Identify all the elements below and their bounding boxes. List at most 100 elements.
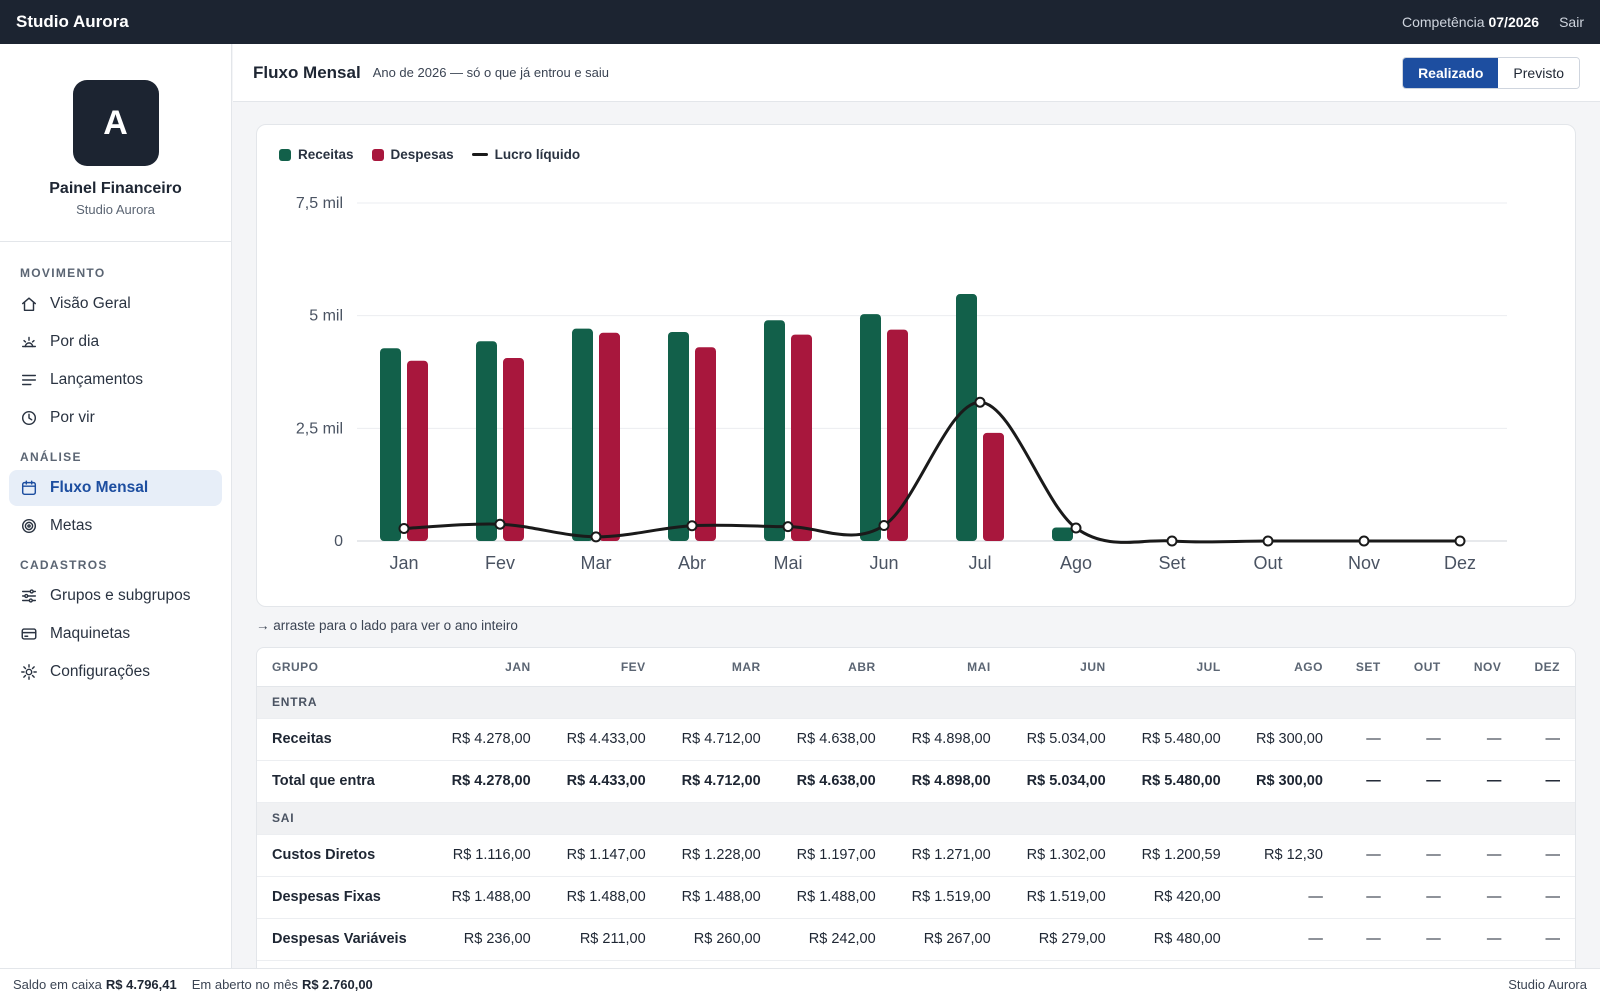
- table-cell: R$ 1.302,00: [1005, 834, 1121, 877]
- legend-swatch-despesas: [371, 148, 384, 161]
- point-lucro-liquido: [1070, 522, 1082, 534]
- x-tick-label: Mar: [581, 553, 612, 573]
- table-cell: —: [1455, 834, 1517, 877]
- legend-swatch-receitas: [279, 148, 291, 161]
- table-section-label: SAI: [257, 802, 1575, 835]
- top-right: Competência 07/2026 Sair: [1402, 14, 1584, 30]
- row-label: Total que entra: [257, 760, 431, 803]
- sidebar-item-visao-geral[interactable]: Visão Geral: [9, 286, 222, 322]
- toggle-realizado[interactable]: Realizado: [1403, 57, 1499, 88]
- list-icon: [21, 374, 37, 386]
- point-lucro-liquido: [878, 519, 890, 531]
- table-cell: R$ 279,00: [1005, 918, 1121, 961]
- logout-link[interactable]: Sair: [1559, 14, 1584, 30]
- table-cell: R$ 300,00: [1235, 760, 1338, 803]
- sidebar: A Painel Financeiro Studio Aurora MOVIME…: [0, 44, 232, 968]
- table-row[interactable]: Custos Diretos R$ 1.116,00 R$ 1.147,00 R$ 1…: [257, 834, 1575, 877]
- table-header-row: GRUPO JAN FEV MAR ABR MAI JUN JUL AGO SET OUT NOV DE…: [257, 648, 1575, 687]
- sidebar-item-maquinetas[interactable]: Maquinetas: [9, 616, 222, 652]
- table-cell: R$ 300,00: [1235, 718, 1338, 761]
- page-title: Fluxo Mensal: [253, 62, 361, 82]
- table-cell: R$ 480,00: [1120, 918, 1236, 961]
- legend-lucro[interactable]: Lucro líquido: [471, 147, 580, 162]
- point-lucro-liquido: [1454, 535, 1466, 547]
- table-cell: R$ 1.488,00: [775, 876, 891, 919]
- column-header: SET: [1337, 648, 1396, 687]
- scroll-hint: → arraste para o lado para ver o ano int…: [256, 618, 518, 633]
- open-label: Em aberto no mês: [191, 977, 298, 992]
- legend-receitas[interactable]: Receitas: [279, 147, 354, 162]
- line-lucro-liquido: [403, 400, 1460, 544]
- table-cell: R$ 4.712,00: [660, 718, 776, 761]
- x-tick-label: Out: [1253, 553, 1282, 573]
- table-cell: —: [1516, 760, 1575, 803]
- brand-name: Studio Aurora: [16, 12, 129, 31]
- bar-receitas: [668, 331, 689, 541]
- table-cell: R$ 4.712,00: [660, 760, 776, 803]
- table-cell: R$ 1.147,00: [545, 834, 661, 877]
- sidebar-item-label: Grupos e subgrupos: [50, 587, 191, 604]
- sidebar-item-metas[interactable]: Metas: [9, 508, 222, 544]
- column-header: JUL: [1120, 648, 1236, 687]
- point-lucro-liquido: [1358, 535, 1370, 547]
- bar-receitas: [572, 328, 593, 541]
- x-tick-label: Mai: [773, 553, 802, 573]
- legend-despesas[interactable]: Despesas: [371, 147, 454, 162]
- sidebar-item-label: Metas: [50, 517, 93, 534]
- sidebar-item-label: Lançamentos: [50, 371, 144, 388]
- table-cell: —: [1337, 834, 1396, 877]
- profile-card: A Painel Financeiro Studio Aurora: [0, 44, 231, 242]
- table-cell: R$ 4.278,00: [430, 718, 546, 761]
- bar-despesas: [407, 360, 428, 541]
- table-cell: —: [1395, 834, 1456, 877]
- table-row[interactable]: Total que entra R$ 4.278,00 R$ 4.433,00 R$ …: [257, 760, 1575, 803]
- table-cell: R$ 260,00: [660, 918, 776, 961]
- table-cell: R$ 4.433,00: [545, 760, 661, 803]
- column-header: GRUPO: [257, 648, 431, 687]
- flow-table-container[interactable]: GRUPO JAN FEV MAR ABR MAI JUN JUL AGO SET OUT NOV DE…: [256, 647, 1576, 968]
- table-cell: R$ 420,00: [1120, 876, 1236, 919]
- sunrise-icon: [21, 336, 37, 348]
- nav-section-title: MOVIMENTO: [20, 266, 106, 280]
- table-row[interactable]: Despesas Fixas R$ 1.488,00 R$ 1.488,00 R$ 1…: [257, 876, 1575, 919]
- row-label: Receitas: [257, 718, 431, 761]
- x-tick-label: Jul: [968, 553, 991, 573]
- table-cell: —: [1516, 918, 1575, 961]
- table-cell: —: [1455, 718, 1517, 761]
- sidebar-item-grupos-e-subgrupos[interactable]: Grupos e subgrupos: [9, 578, 222, 614]
- table-row[interactable]: Receitas R$ 4.278,00 R$ 4.433,00 R$ 4.712,0…: [257, 718, 1575, 761]
- balance-label: Saldo em caixa: [13, 977, 102, 992]
- period-indicator: Competência 07/2026: [1402, 14, 1539, 30]
- y-tick-label: 0: [334, 533, 343, 550]
- clock-icon: [21, 410, 37, 426]
- page-header: Fluxo Mensal Ano de 2026 — só o que já e…: [233, 44, 1600, 102]
- sidebar-item-por-vir[interactable]: Por vir: [9, 400, 222, 436]
- legend-label-receitas: Receitas: [298, 147, 354, 162]
- sidebar-item-lancamentos[interactable]: Lançamentos: [9, 362, 222, 398]
- table-row[interactable]: Despesas Variáveis R$ 236,00 R$ 211,00 R$ 2…: [257, 918, 1575, 961]
- table-cell: R$ 5.034,00: [1005, 760, 1121, 803]
- bar-receitas: [860, 314, 881, 541]
- column-header: JAN: [430, 648, 546, 687]
- column-header: MAI: [890, 648, 1006, 687]
- table-cell: R$ 12,30: [1235, 834, 1338, 877]
- footer-brand: Studio Aurora: [1508, 977, 1587, 992]
- sidebar-item-fluxo-mensal[interactable]: Fluxo Mensal: [9, 470, 222, 506]
- table-cell: R$ 1.228,00: [660, 834, 776, 877]
- toggle-previsto[interactable]: Previsto: [1498, 57, 1579, 88]
- sidebar-item-configuracoes[interactable]: Configurações: [9, 654, 222, 690]
- bar-receitas: [476, 341, 497, 541]
- column-header: FEV: [545, 648, 661, 687]
- x-tick-label: Set: [1158, 553, 1185, 573]
- table-cell: —: [1395, 918, 1456, 961]
- table-cell: —: [1455, 918, 1517, 961]
- sliders-icon: [21, 589, 37, 603]
- table-cell: R$ 1.488,00: [660, 876, 776, 919]
- bar-receitas: [956, 294, 977, 541]
- sidebar-item-por-dia[interactable]: Por dia: [9, 324, 222, 360]
- table-section-row: ENTRA: [257, 686, 1575, 719]
- column-header: ABR: [775, 648, 891, 687]
- table-cell: R$ 4.638,00: [775, 718, 891, 761]
- period-label: Competência: [1401, 14, 1485, 30]
- table-cell: R$ 267,00: [890, 918, 1006, 961]
